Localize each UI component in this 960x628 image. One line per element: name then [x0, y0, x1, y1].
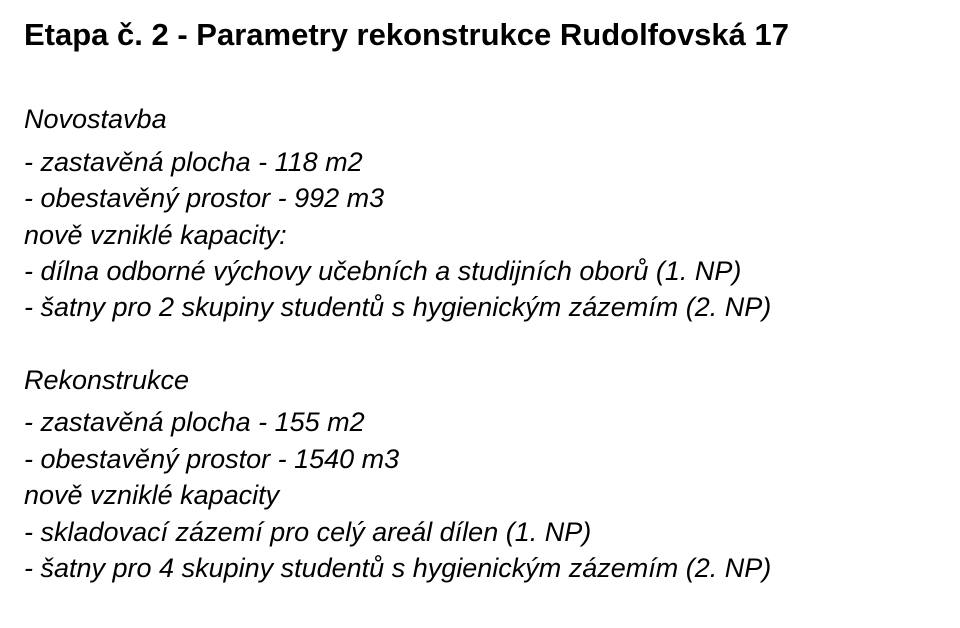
rekonstrukce-line: - skladovací zázemí pro celý areál dílen… — [24, 514, 936, 550]
novostavba-line: nově vzniklé kapacity: — [24, 217, 936, 253]
rekonstrukce-line: nově vzniklé kapacity — [24, 477, 936, 513]
novostavba-block: Novostavba - zastavěná plocha - 118 m2 -… — [24, 101, 936, 326]
novostavba-line: - šatny pro 2 skupiny studentů s hygieni… — [24, 289, 936, 325]
rekonstrukce-line: - obestavěný prostor - 1540 m3 — [24, 441, 936, 477]
document-page: Etapa č. 2 - Parametry rekonstrukce Rudo… — [0, 0, 960, 628]
rekonstrukce-block: Rekonstrukce - zastavěná plocha - 155 m2… — [24, 362, 936, 587]
novostavba-line: - obestavěný prostor - 992 m3 — [24, 180, 936, 216]
rekonstrukce-header: Rekonstrukce — [24, 362, 936, 398]
rekonstrukce-line: - zastavěná plocha - 155 m2 — [24, 404, 936, 440]
novostavba-line: - zastavěná plocha - 118 m2 — [24, 144, 936, 180]
page-title: Etapa č. 2 - Parametry rekonstrukce Rudo… — [24, 16, 936, 53]
rekonstrukce-line: - šatny pro 4 skupiny studentů s hygieni… — [24, 550, 936, 586]
novostavba-header: Novostavba — [24, 101, 936, 137]
novostavba-line: - dílna odborné výchovy učebních a studi… — [24, 253, 936, 289]
